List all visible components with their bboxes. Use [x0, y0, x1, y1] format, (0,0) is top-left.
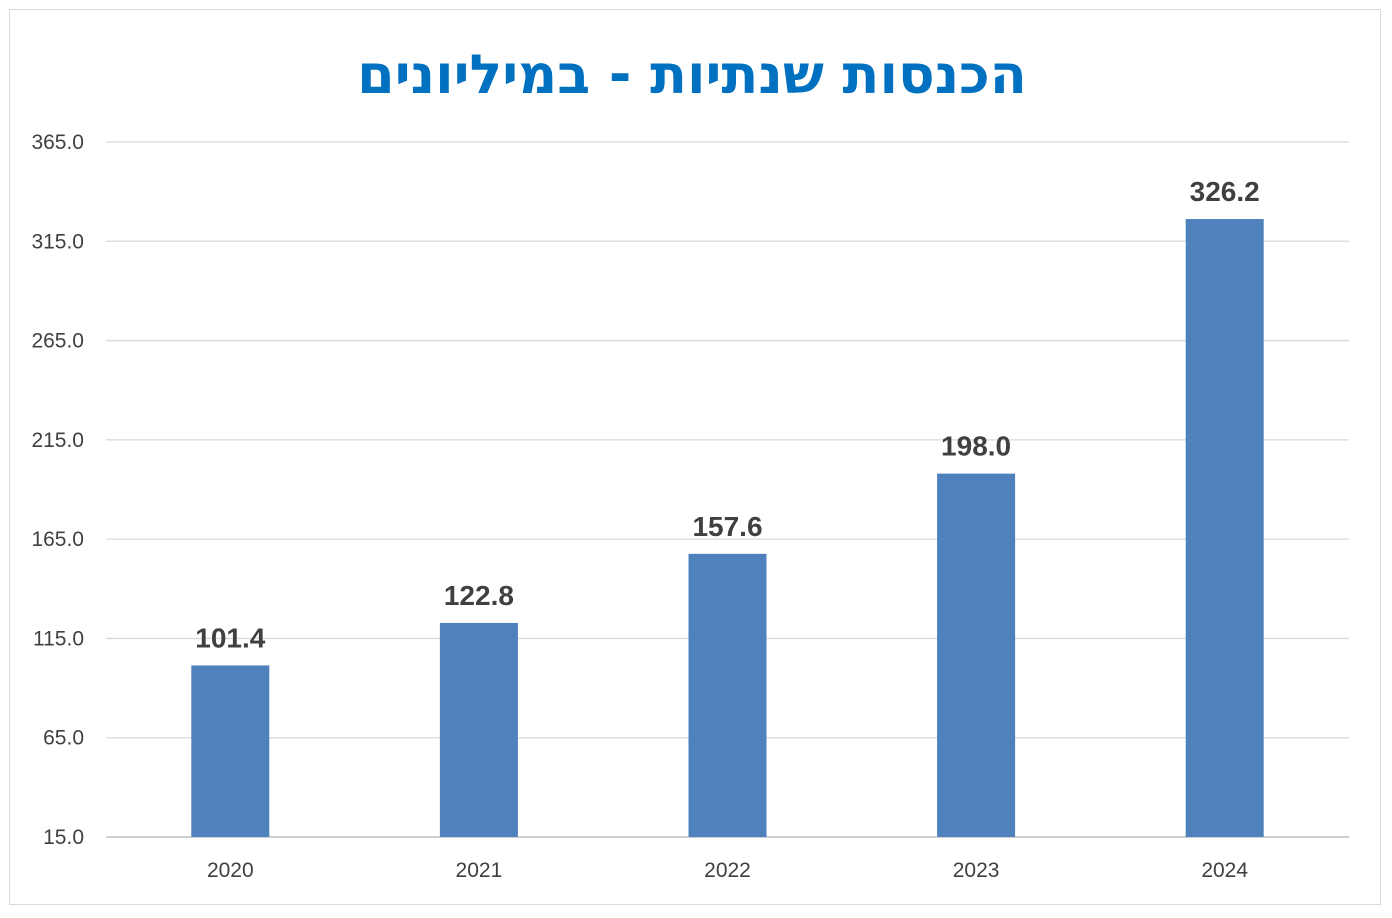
bar-2022 [688, 553, 767, 837]
data-label-2023: 198.0 [941, 431, 1011, 462]
x-tick-label-2022: 2022 [704, 859, 751, 882]
bar-2020 [191, 665, 270, 837]
y-tick-label: 115.0 [33, 627, 84, 650]
data-label-2024: 326.2 [1190, 176, 1260, 207]
grid-lines [106, 141, 1349, 838]
data-label-2020: 101.4 [195, 622, 265, 653]
bar-2021 [439, 622, 518, 837]
x-axis-ticks: 2020 2021 2022 2023 2024 [207, 859, 1248, 882]
chart-title: הכנסות שנתיות - במיליונים [357, 43, 1027, 106]
data-labels: 101.4 122.8 157.6 198.0 326.2 [195, 176, 1259, 653]
data-label-2021: 122.8 [444, 580, 514, 611]
y-tick-label: 365.0 [31, 131, 84, 154]
y-tick-label: 165.0 [31, 528, 84, 551]
bar-2024 [1185, 219, 1264, 837]
bar-2023 [937, 473, 1016, 837]
bars [191, 219, 1264, 837]
y-axis-ticks: 15.0 65.0 115.0 165.0 215.0 265.0 315.0 365.0 [31, 131, 84, 849]
data-label-2022: 157.6 [692, 511, 762, 542]
x-tick-label-2021: 2021 [456, 859, 503, 882]
y-tick-label: 315.0 [31, 230, 84, 253]
y-tick-label: 215.0 [31, 429, 84, 452]
x-tick-label-2023: 2023 [953, 859, 1000, 882]
x-tick-label-2024: 2024 [1201, 859, 1248, 882]
y-tick-label: 265.0 [31, 330, 84, 353]
x-tick-label-2020: 2020 [207, 859, 254, 882]
y-tick-label: 65.0 [43, 727, 84, 750]
y-tick-label: 15.0 [43, 826, 84, 849]
